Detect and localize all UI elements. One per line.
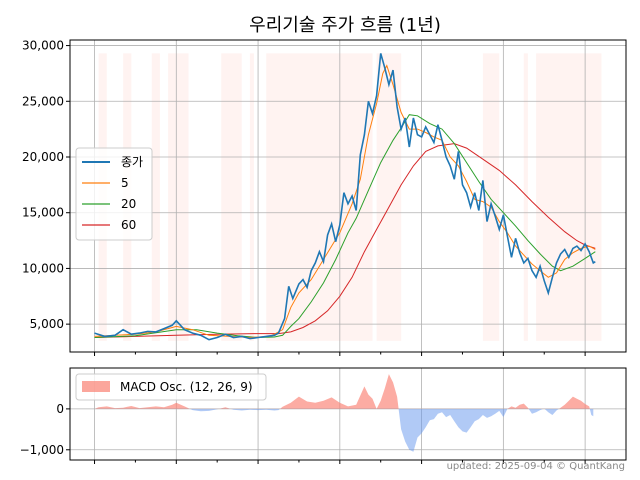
shaded-region-2 [151,53,160,341]
macd-legend-box [75,373,267,401]
macd-y-axis: −1,000 0 [20,402,70,457]
shaded-region-5 [249,53,254,341]
macd-axes-frame [69,367,627,461]
shaded-region-4 [221,53,242,341]
macd-legend: MACD Osc. (12, 26, 9) [75,373,267,401]
price-ytick-label-1: 10,000 [22,261,64,275]
macd-legend-label: MACD Osc. (12, 26, 9) [120,380,253,394]
legend-label-ma5: 5 [121,176,129,190]
price-ytick-label-2: 15,000 [22,206,64,220]
legend-label-ma20: 20 [121,197,136,211]
macd-legend-swatch [82,381,110,392]
price-ytick-label-5: 30,000 [22,39,64,53]
macd-x-ticks [94,460,586,464]
price-legend-box [75,147,153,241]
macd-oscillator-area [94,374,594,452]
legend-label-close: 종가 [121,155,143,169]
price-axes-frame [69,39,627,353]
price-grid [70,40,626,352]
shaded-region-7 [376,53,402,341]
price-series-lines [94,53,596,341]
price-ytick-label-3: 20,000 [22,150,64,164]
price-x-ticks [94,352,586,356]
price-legend: 종가 5 20 60 [75,147,153,241]
price-ytick-label-0: 5,000 [30,317,64,331]
macd-panel: −1,000 0 MACD Osc. (12, 26, 9) [20,367,627,464]
price-ytick-label-4: 25,000 [22,94,64,108]
shaded-region-9 [523,53,528,341]
series-line-close [94,53,596,341]
shaded-region-10 [536,53,602,341]
legend-label-ma60: 60 [121,218,136,232]
price-shaded-regions [98,53,602,341]
shaded-region-3 [168,53,189,341]
price-panel: 5,000 10,000 15,000 20,000 25,000 30,000 종가 5 2… [22,39,627,356]
shaded-region-8 [482,53,500,341]
price-y-axis: 5,000 10,000 15,000 20,000 25,000 30,000 [22,39,70,331]
macd-negative-area [94,408,594,452]
macd-ytick-label-1: 0 [56,402,64,416]
footer-updated: updated: 2025-09-04 © QuantKang [447,461,625,472]
macd-ytick-label-0: −1,000 [20,443,64,457]
series-line-ma5 [94,64,596,339]
chart-title: 우리기술 주가 흐름 (1년) [249,15,441,36]
